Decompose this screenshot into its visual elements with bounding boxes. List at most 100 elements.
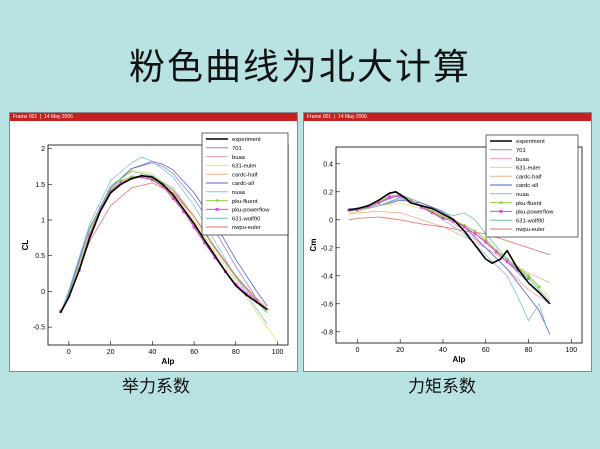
frame-label: Frame 001 <box>307 114 332 120</box>
data-point-pku-fluent <box>473 229 477 233</box>
y-tick-label: 0.2 <box>323 189 333 196</box>
data-point-pku-powerflow <box>171 197 175 200</box>
series-group <box>58 156 278 342</box>
data-point-pku-powerflow <box>452 219 456 223</box>
y-tick-label: -0.4 <box>321 273 333 280</box>
legend-label: cardc-all <box>516 183 538 189</box>
legend-label: cardc-half <box>232 172 258 178</box>
y-tick-label: 0 <box>41 289 45 296</box>
y-tick-label: -0.8 <box>321 329 333 336</box>
x-tick-label: 40 <box>439 347 447 354</box>
legend-label: buaa <box>516 157 530 163</box>
data-point-pku-powerflow <box>430 211 434 215</box>
x-tick-label: 20 <box>396 347 404 354</box>
data-point-pku-powerflow <box>182 210 186 213</box>
data-point-pku-powerflow <box>484 240 488 244</box>
series-line-701 <box>60 162 268 314</box>
legend-label: 631-wolf90 <box>516 218 544 224</box>
y-tick-label: -0.5 <box>33 325 45 332</box>
legend-label: experiment <box>516 139 545 145</box>
data-point-pku-powerflow <box>203 241 206 245</box>
series-line-nwpu-euler <box>348 216 551 256</box>
data-point-pku-powerflow <box>161 185 165 188</box>
series-group <box>347 191 551 335</box>
cm-chart: 0 20 40 60 80 100 0.4 0.2 0 -0.2 -0.4 -0.6 -0.8 Alp Cm… <box>309 134 583 364</box>
data-point-pku-powerflow <box>98 207 102 211</box>
data-point-pku-powerflow <box>119 181 123 185</box>
cl-chart-panel: Frame 001 | 14 May 2006 0 20 40 60 80 100 -0.5… <box>9 112 298 372</box>
cm-caption: 力矩系数 <box>408 377 476 397</box>
legend-label: nuaa <box>516 192 530 198</box>
legend-label: cardc-all <box>232 181 254 187</box>
x-tick-label: 60 <box>190 349 198 356</box>
legend-label: pku-powerflow <box>232 208 270 214</box>
data-point-pku-powerflow <box>192 225 196 229</box>
series-line-pku-powerflow <box>348 195 529 279</box>
cm-chart-panel: Frame 001 | 14 May 2006 0 20 40 60 80 100 0.4 0… <box>303 112 592 372</box>
data-point-pku-powerflow <box>150 178 154 182</box>
y-tick-label: 0.5 <box>35 253 45 260</box>
data-point-pku-powerflow <box>213 256 217 260</box>
data-point-pku-powerflow <box>140 175 144 179</box>
y-tick-label: 2 <box>41 146 45 153</box>
y-tick-label: -0.2 <box>321 245 333 252</box>
y-tick-label: 0 <box>329 217 333 224</box>
frame-header-bar: Frame 001 | 14 May 2006 <box>10 113 297 121</box>
data-point-pku-powerflow <box>516 268 520 272</box>
x-tick-label: 60 <box>482 347 490 354</box>
data-point-pku-fluent <box>483 237 488 242</box>
y-tick-label: 1 <box>41 218 45 225</box>
x-axis-label: Alp <box>162 357 175 366</box>
plot-frame <box>47 144 289 346</box>
y-axis-label: Cm <box>309 239 318 252</box>
legend-label: 701 <box>232 146 242 152</box>
legend-label: buaa <box>232 155 246 161</box>
frame-label: Frame 001 <box>13 114 38 120</box>
series-line-experiment <box>59 174 268 314</box>
legend-label: 631-euler <box>232 164 257 170</box>
legend-label: 631-euler <box>516 166 541 172</box>
data-point-pku-fluent <box>150 176 155 181</box>
legend-label: nwpu-euler <box>232 225 261 231</box>
x-tick-label: 20 <box>107 349 115 356</box>
slide-title: 粉色曲线为北大计算 <box>128 47 471 88</box>
data-point-pku-powerflow <box>234 282 238 286</box>
y-tick-label: 1.5 <box>35 182 45 189</box>
legend-label: nwpu-euler <box>516 227 545 233</box>
data-point-pku-powerflow <box>495 250 498 254</box>
legend-label: 631-wolf90 <box>232 216 260 222</box>
x-tick-label: 80 <box>232 349 240 356</box>
legend-marker <box>215 208 219 211</box>
data-point-pku-powerflow <box>244 292 248 295</box>
frame-date: 14 May 2006 <box>338 114 367 120</box>
legend-label: pku-fluent <box>232 199 258 205</box>
frame-header-bar: Frame 001 | 14 May 2006 <box>304 113 591 121</box>
data-point-pku-powerflow <box>441 217 445 220</box>
series-line-631-wolf90 <box>348 197 551 302</box>
x-tick-label: 80 <box>525 347 533 354</box>
data-point-pku-powerflow <box>366 205 370 209</box>
x-tick-label: 0 <box>355 347 359 354</box>
data-point-pku-powerflow <box>388 196 391 199</box>
x-axis-label: Alp <box>453 355 466 364</box>
x-tick-label: 0 <box>67 349 71 356</box>
legend-marker <box>499 200 503 205</box>
x-tick-label: 40 <box>148 349 156 356</box>
legend-label: 701 <box>516 148 526 154</box>
data-point-pku-fluent <box>171 195 176 199</box>
data-point-pku-powerflow <box>420 205 423 209</box>
legend-label: nuaa <box>232 190 246 196</box>
legend-marker <box>215 198 219 203</box>
cl-caption: 举力系数 <box>122 377 190 397</box>
y-tick-label: -0.6 <box>321 301 333 308</box>
legend-label: pku-powerflow <box>516 210 554 216</box>
legend-marker <box>499 210 503 213</box>
data-point-pku-powerflow <box>109 190 113 193</box>
data-point-pku-powerflow <box>473 232 477 236</box>
y-axis-label: CL <box>21 240 30 251</box>
data-point-pku-powerflow <box>377 201 381 205</box>
plot-frame <box>335 146 583 344</box>
x-tick-label: 100 <box>272 349 284 356</box>
data-point-pku-fluent <box>462 223 467 228</box>
legend-box <box>485 134 579 238</box>
